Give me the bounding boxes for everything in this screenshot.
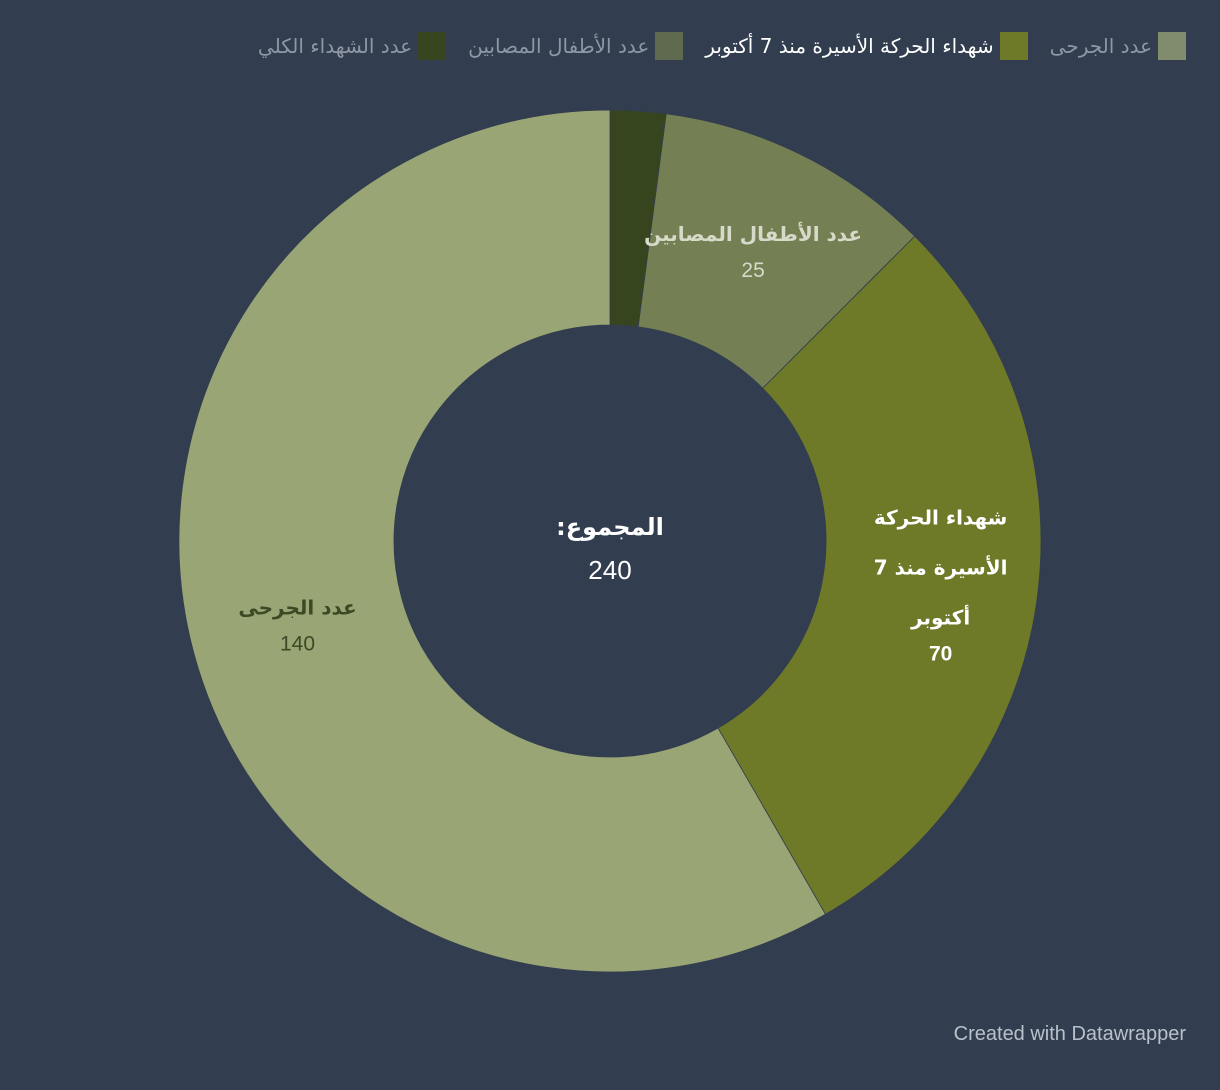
legend-swatch [1158, 32, 1186, 60]
legend-swatch [999, 32, 1028, 60]
legend-item-prisoner-martyrs[interactable]: شهداء الحركة الأسيرة منذ 7 أكتوبر [705, 32, 1028, 60]
legend-label: عدد الأطفال المصابين [468, 34, 650, 58]
legend-label: شهداء الحركة الأسيرة منذ 7 أكتوبر [705, 34, 994, 58]
center-label: المجموع: [556, 513, 664, 541]
slice-label: شهداء الحركة [874, 506, 1007, 530]
footer-credit[interactable]: Created with Datawrapper [953, 1023, 1186, 1045]
center-value: 240 [588, 555, 631, 585]
slice-value-label: 25 [741, 259, 764, 282]
donut-slice[interactable] [178, 109, 827, 973]
legend-label: عدد الشهداء الكلي [257, 34, 413, 58]
slice-value-label: 140 [280, 633, 315, 656]
donut-slice[interactable] [637, 113, 916, 389]
legend: عدد الجرحى شهداء الحركة الأسيرة منذ 7 أك… [258, 32, 1186, 60]
legend-label: عدد الجرحى [1049, 34, 1152, 58]
legend-item-injured-children[interactable]: عدد الأطفال المصابين [468, 32, 684, 60]
legend-swatch [655, 32, 684, 60]
slice-labels: عدد الأطفال المصابين 25 شهداء الحركة الأسير… [238, 221, 1007, 666]
slice-label: عدد الجرحى [238, 596, 356, 620]
legend-item-injured[interactable]: عدد الجرحى [1050, 32, 1186, 60]
slice-label: أكتوبر [910, 604, 970, 630]
donut-slice[interactable] [717, 235, 1042, 915]
slice-label: عدد الأطفال المصابين [644, 221, 862, 246]
slice-value-label: 70 [929, 643, 952, 666]
legend-item-total-martyrs[interactable]: عدد الشهداء الكلي [257, 32, 447, 60]
legend-swatch [418, 32, 447, 60]
slice-label: الأسيرة منذ 7 [874, 555, 1008, 580]
